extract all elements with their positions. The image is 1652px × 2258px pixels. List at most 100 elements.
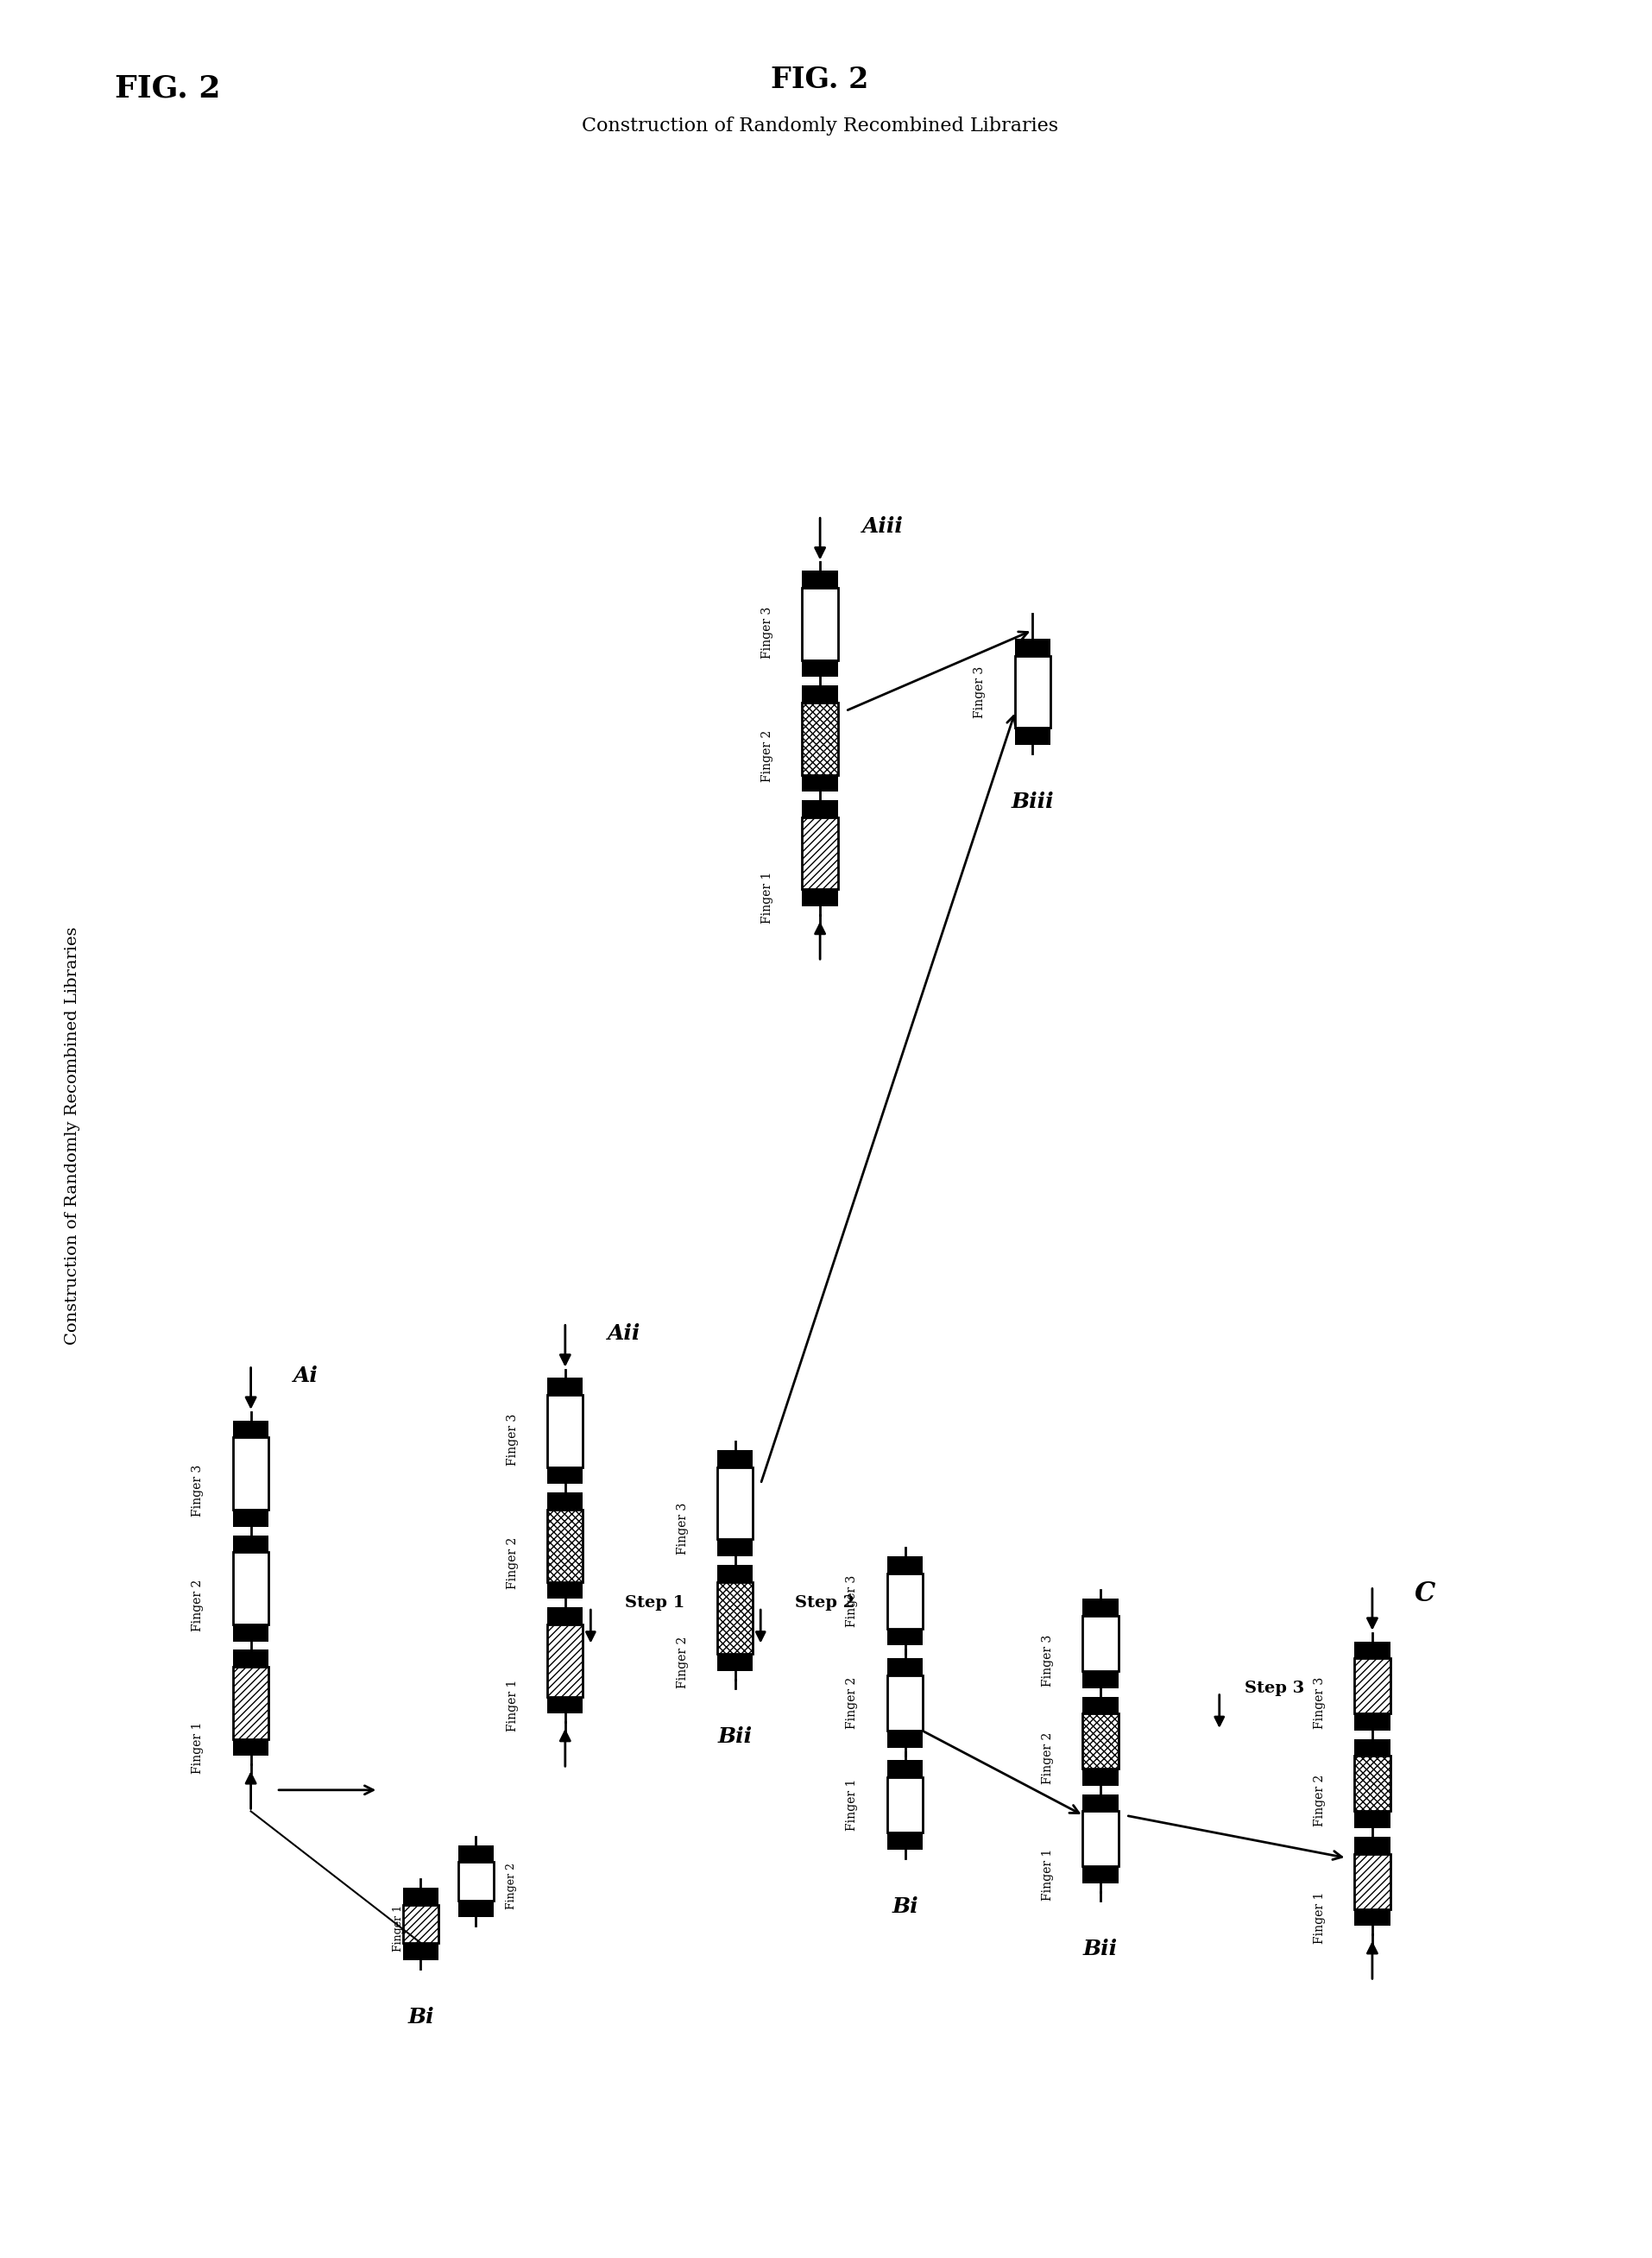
Bar (1355, 1657, 1389, 1714)
Bar (803, 702, 838, 774)
Bar (717, 1468, 753, 1540)
Text: Step 2: Step 2 (795, 1596, 854, 1610)
Bar (233, 1535, 269, 1551)
Text: Step 3: Step 3 (1246, 1680, 1305, 1696)
Bar (458, 1845, 494, 1863)
Bar (1355, 1714, 1389, 1730)
Bar (233, 1624, 269, 1642)
Text: Finger 3: Finger 3 (846, 1576, 859, 1628)
Text: Finger 2: Finger 2 (762, 729, 773, 781)
Text: Finger 3: Finger 3 (192, 1465, 205, 1517)
Bar (887, 1657, 923, 1675)
Text: Step 1: Step 1 (624, 1596, 684, 1610)
Text: Biii: Biii (1011, 793, 1054, 813)
Bar (887, 1730, 923, 1748)
Bar (233, 1739, 269, 1757)
Text: Finger 1: Finger 1 (1313, 1892, 1325, 1944)
Bar (717, 1450, 753, 1468)
Text: Finger 1: Finger 1 (846, 1779, 859, 1831)
Bar (1082, 1696, 1118, 1714)
Text: Finger 2: Finger 2 (676, 1637, 689, 1689)
Bar (1082, 1599, 1118, 1617)
Text: Construction of Randomly Recombined Libraries: Construction of Randomly Recombined Libr… (64, 926, 81, 1346)
Text: FIG. 2: FIG. 2 (116, 75, 221, 104)
Text: Bi: Bi (892, 1897, 919, 1917)
Bar (1082, 1617, 1118, 1671)
Bar (1082, 1811, 1118, 1867)
Bar (803, 817, 838, 890)
Bar (803, 587, 838, 659)
Bar (1355, 1908, 1389, 1926)
Text: Aiii: Aiii (862, 517, 904, 537)
Text: Finger 3: Finger 3 (1313, 1678, 1325, 1730)
Bar (887, 1556, 923, 1574)
Bar (803, 817, 838, 890)
Bar (1082, 1714, 1118, 1768)
Text: Finger 1: Finger 1 (507, 1680, 519, 1732)
Bar (803, 774, 838, 793)
Bar (887, 1574, 923, 1628)
Bar (1014, 639, 1051, 655)
Text: Finger 1: Finger 1 (762, 872, 773, 924)
Bar (717, 1565, 753, 1583)
Bar (1082, 1714, 1118, 1768)
Bar (803, 659, 838, 677)
Bar (547, 1624, 583, 1696)
Bar (717, 1540, 753, 1556)
Text: Ai: Ai (294, 1366, 319, 1386)
Text: Construction of Randomly Recombined Libraries: Construction of Randomly Recombined Libr… (582, 115, 1059, 135)
Bar (803, 571, 838, 587)
Bar (547, 1468, 583, 1484)
Bar (1082, 1671, 1118, 1689)
Text: Finger 1: Finger 1 (192, 1721, 205, 1773)
Bar (887, 1675, 923, 1730)
Bar (887, 1777, 923, 1833)
Bar (233, 1666, 269, 1739)
Text: Finger 2: Finger 2 (507, 1538, 519, 1590)
Text: Bii: Bii (717, 1727, 752, 1748)
Bar (887, 1628, 923, 1646)
Text: Finger 2: Finger 2 (1042, 1732, 1054, 1784)
Bar (547, 1493, 583, 1511)
Bar (403, 1888, 438, 1906)
Bar (1082, 1867, 1118, 1883)
Bar (1355, 1739, 1389, 1757)
Bar (547, 1511, 583, 1583)
Bar (1014, 727, 1051, 745)
Text: Finger 3: Finger 3 (973, 666, 986, 718)
Bar (233, 1438, 269, 1511)
Text: Finger 3: Finger 3 (1042, 1635, 1054, 1687)
Bar (1355, 1757, 1389, 1811)
Bar (233, 1666, 269, 1739)
Bar (1355, 1854, 1389, 1908)
Text: Bi: Bi (408, 2007, 434, 2028)
Bar (233, 1651, 269, 1666)
Text: Finger 2: Finger 2 (846, 1678, 859, 1730)
Bar (458, 1863, 494, 1901)
Bar (547, 1395, 583, 1468)
Bar (717, 1583, 753, 1655)
Text: Finger 3: Finger 3 (676, 1504, 689, 1556)
Bar (547, 1608, 583, 1624)
Text: Aii: Aii (608, 1323, 641, 1344)
Bar (547, 1624, 583, 1696)
Bar (403, 1906, 438, 1942)
Bar (547, 1583, 583, 1599)
Text: FIG. 2: FIG. 2 (771, 65, 869, 95)
Text: Finger 1: Finger 1 (393, 1906, 403, 1951)
Bar (1082, 1795, 1118, 1811)
Bar (803, 890, 838, 905)
Text: Finger 2: Finger 2 (1313, 1775, 1325, 1827)
Bar (1082, 1768, 1118, 1786)
Text: Finger 3: Finger 3 (762, 607, 773, 659)
Bar (1355, 1657, 1389, 1714)
Bar (887, 1761, 923, 1777)
Bar (717, 1583, 753, 1655)
Bar (1355, 1811, 1389, 1829)
Bar (233, 1420, 269, 1438)
Bar (803, 686, 838, 702)
Bar (1355, 1854, 1389, 1908)
Bar (803, 799, 838, 817)
Bar (1355, 1836, 1389, 1854)
Bar (547, 1377, 583, 1395)
